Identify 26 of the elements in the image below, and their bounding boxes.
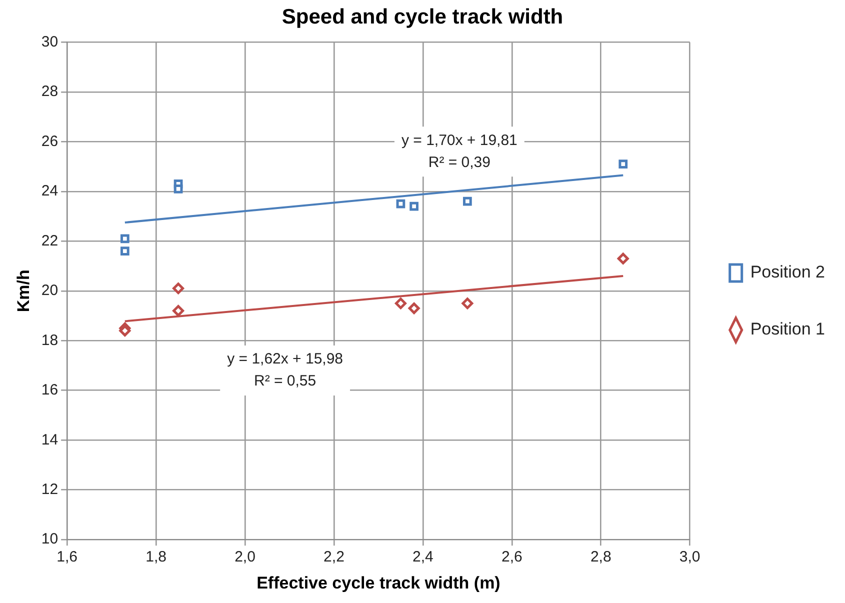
- y-tick-label: 10: [41, 530, 58, 548]
- x-tick-label: 2,0: [234, 548, 256, 566]
- y-axis-title: Km/h: [14, 270, 33, 312]
- x-tick-label: 2,4: [412, 548, 434, 566]
- x-tick-label: 1,6: [56, 548, 78, 566]
- y-tick-label: 26: [41, 132, 58, 150]
- x-tick-label: 3,0: [679, 548, 700, 566]
- y-tick-label: 24: [41, 182, 58, 200]
- y-tick-label: 14: [41, 431, 58, 448]
- x-tick-label: 2,2: [324, 548, 344, 566]
- y-tick-label: 20: [41, 282, 58, 300]
- chart-title: Speed and cycle track width: [282, 5, 564, 28]
- x-tick-label: 2,6: [501, 548, 522, 566]
- annotation: y = 1,70x + 19,81 R² = 0,39: [401, 132, 518, 171]
- y-tick-label: 28: [41, 83, 58, 100]
- x-tick-label: 1,8: [146, 548, 166, 566]
- y-tick-label: 22: [41, 232, 58, 250]
- y-tick-label: 30: [41, 33, 58, 50]
- x-tick-label: 2,8: [590, 548, 612, 566]
- legend-label: Position 2: [750, 262, 826, 282]
- legend-label: Position 1: [750, 320, 826, 339]
- annotation: y = 1,62x + 15,98 R² = 0,55: [227, 350, 344, 390]
- y-tick-label: 16: [41, 382, 58, 399]
- x-axis-title: Effective cycle track width (m): [256, 573, 500, 592]
- y-tick-label: 12: [41, 481, 58, 498]
- y-tick-label: 18: [41, 332, 58, 349]
